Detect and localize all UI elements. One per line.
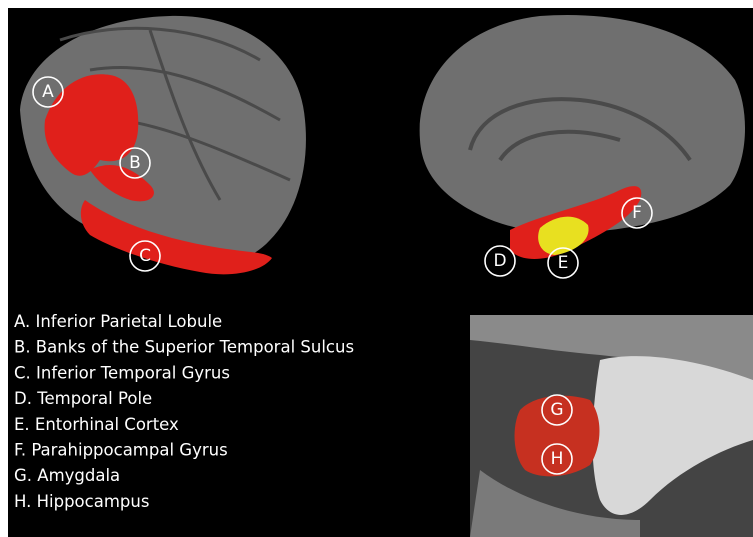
marker-label: H [551, 449, 564, 469]
marker-b: B [119, 147, 151, 179]
marker-e: E [547, 247, 579, 279]
marker-d: D [484, 245, 516, 277]
marker-label: D [493, 251, 506, 271]
legend-item: C. Inferior Temporal Gyrus [14, 363, 230, 382]
legend-item: B. Banks of the Superior Temporal Sulcus [14, 338, 354, 357]
legend: A. Inferior Parietal Lobule B. Banks of … [14, 312, 354, 511]
marker-f: F [621, 197, 653, 229]
legend-item: A. Inferior Parietal Lobule [14, 312, 222, 331]
marker-label: E [558, 253, 569, 273]
legend-item: D. Temporal Pole [14, 389, 152, 408]
legend-item: H. Hippocampus [14, 492, 149, 511]
medial-brain [419, 14, 746, 259]
marker-label: C [139, 246, 151, 266]
marker-h: H [541, 443, 573, 475]
legend-item: F. Parahippocampal Gyrus [14, 441, 228, 460]
mri-slice [470, 315, 753, 537]
marker-label: A [42, 82, 54, 102]
legend-item: G. Amygdala [14, 466, 120, 485]
lateral-brain [20, 15, 306, 275]
marker-g: G [541, 394, 573, 426]
marker-label: B [129, 153, 141, 173]
legend-item: E. Entorhinal Cortex [14, 415, 179, 434]
marker-a: A [32, 76, 64, 108]
marker-c: C [129, 240, 161, 272]
marker-label: F [632, 203, 642, 223]
marker-label: G [550, 400, 563, 420]
